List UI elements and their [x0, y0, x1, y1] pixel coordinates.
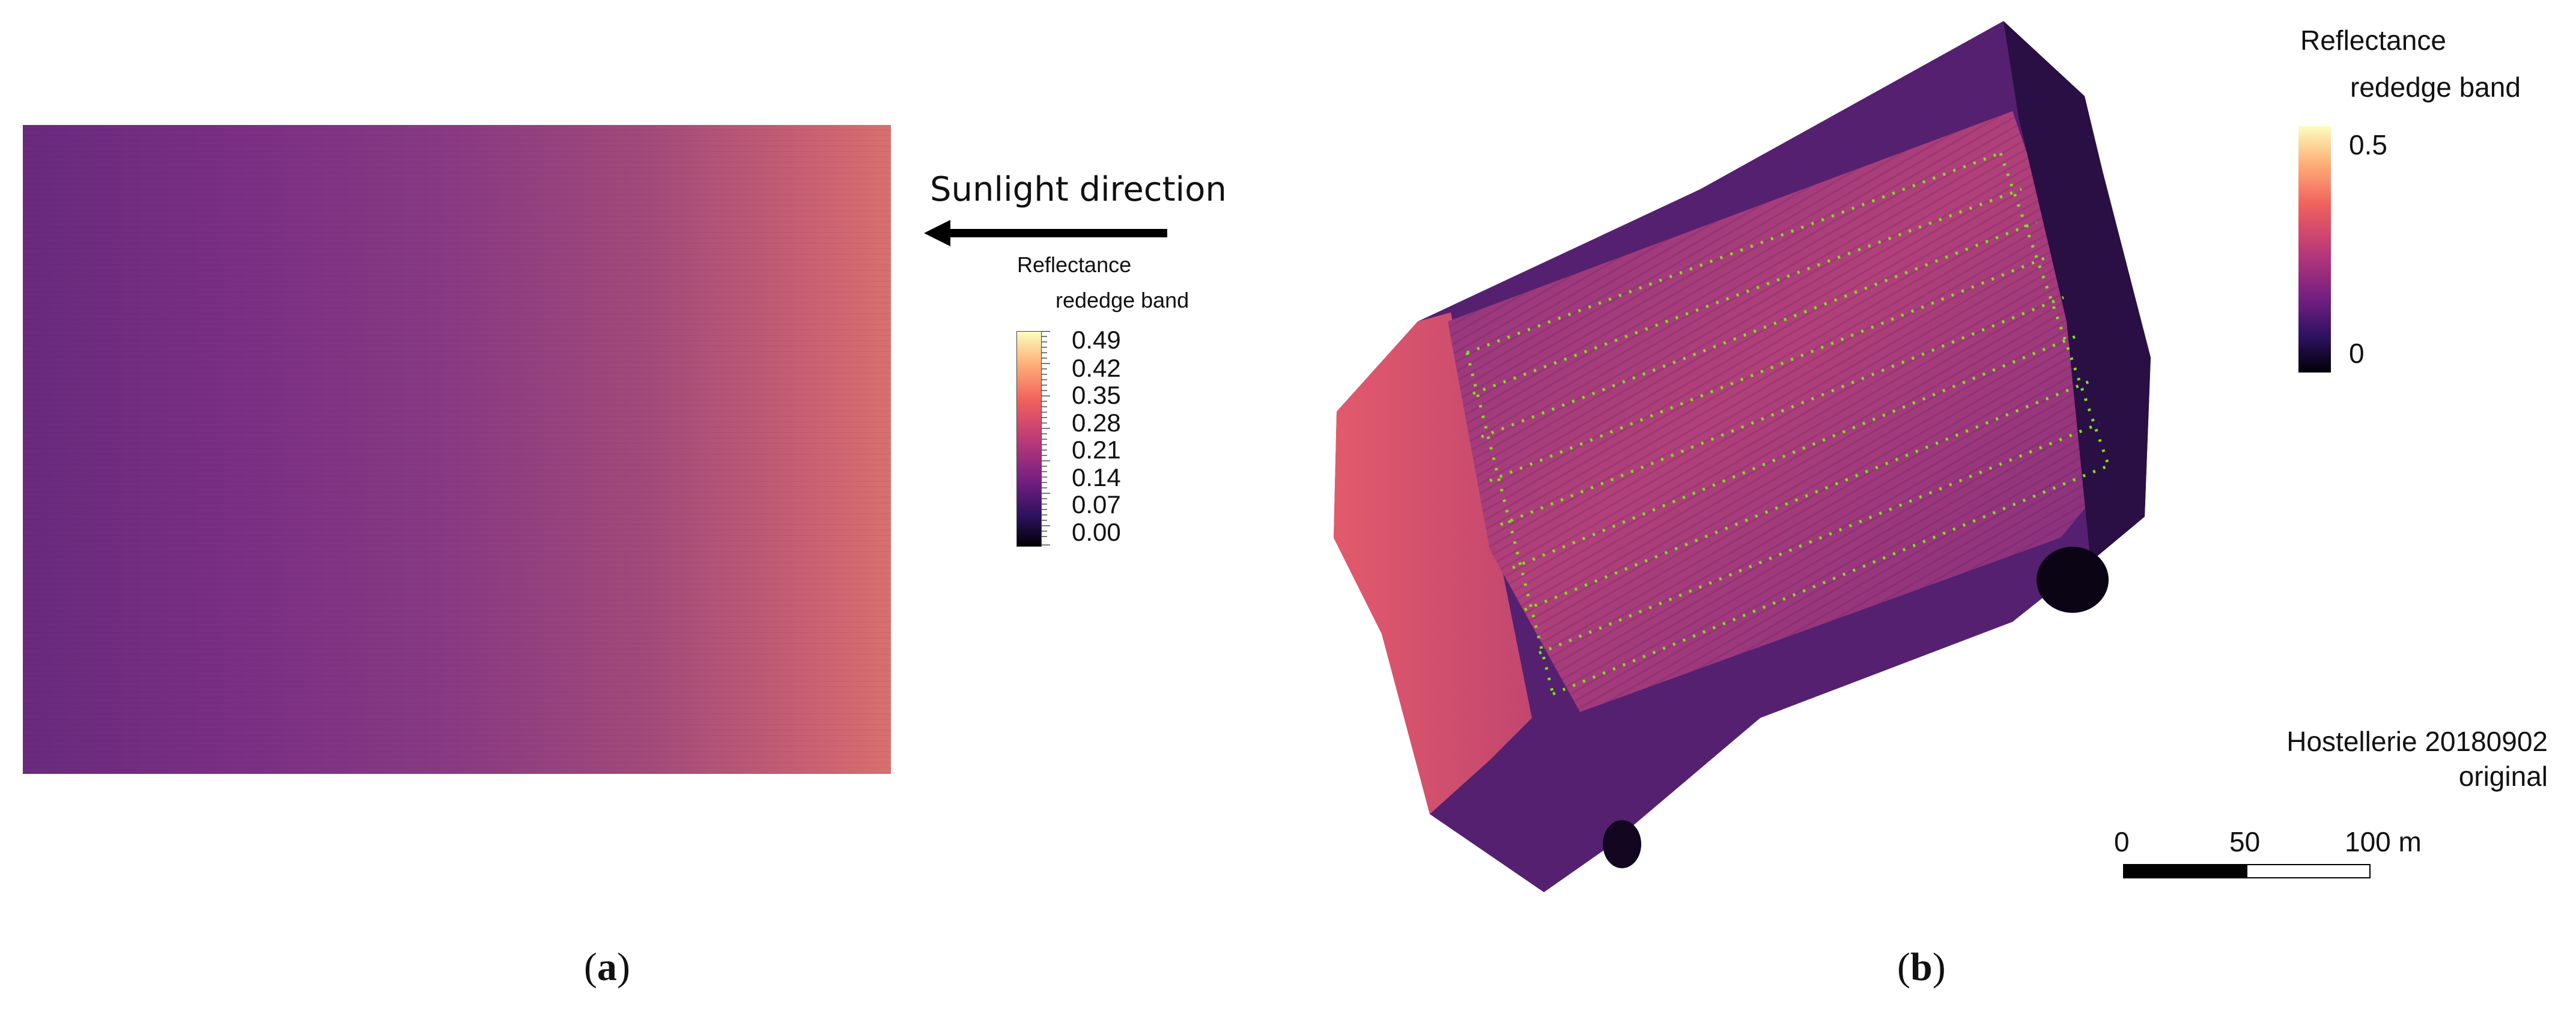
site-label-line2: original	[2458, 761, 2548, 792]
legend-b-title-line1: Reflectance	[2300, 25, 2446, 56]
caption-a: (a)	[584, 945, 630, 989]
legend-a-tick-label: 0.00	[1072, 518, 1121, 546]
legend-a-tick-label: 0.35	[1072, 381, 1121, 409]
sunlight-direction-label: Sunlight direction	[930, 170, 1227, 209]
panel-a-reflectance-image	[23, 125, 891, 774]
legend-a-tick-label: 0.07	[1072, 490, 1121, 519]
legend-a-title-line1: Reflectance	[1017, 252, 1132, 277]
panel-b-orthomosaic-map	[1334, 21, 2151, 892]
legend-a-colorbar	[1016, 331, 1042, 547]
legend-a-title-line2: rededge band	[1056, 288, 1189, 312]
legend-a-tick-label: 0.42	[1072, 354, 1121, 382]
scale-label-50: 50	[2229, 826, 2261, 857]
bright-edge-strip	[1334, 312, 1532, 814]
plot-marker-lines	[1465, 151, 2110, 696]
sunlight-arrow-icon	[924, 220, 1167, 246]
scale-label-100m: 100 m	[2345, 826, 2422, 857]
legend-a-tick-label: 0.49	[1072, 326, 1121, 354]
legend-b-title-line2: rededge band	[2350, 71, 2521, 103]
legend-a-tick-label: 0.21	[1072, 436, 1121, 464]
site-label: Hostellerie 20180902 original	[2286, 724, 2548, 794]
legend-b-tick-label: 0	[2349, 338, 2365, 369]
scale-label-0: 0	[2114, 826, 2130, 857]
legend-a-tick-label: 0.28	[1072, 409, 1121, 437]
legend-b-tick-label: 0.5	[2349, 129, 2387, 160]
dark-buildings-area	[2003, 21, 2151, 562]
scale-bar	[2123, 864, 2371, 878]
legend-a-tick-label: 0.14	[1072, 463, 1121, 491]
legend-a-tick-marks	[1042, 331, 1050, 546]
site-label-line1: Hostellerie 20180902	[2286, 726, 2548, 757]
legend-b-colorbar	[2298, 126, 2331, 373]
caption-b: (b)	[1897, 945, 1946, 989]
